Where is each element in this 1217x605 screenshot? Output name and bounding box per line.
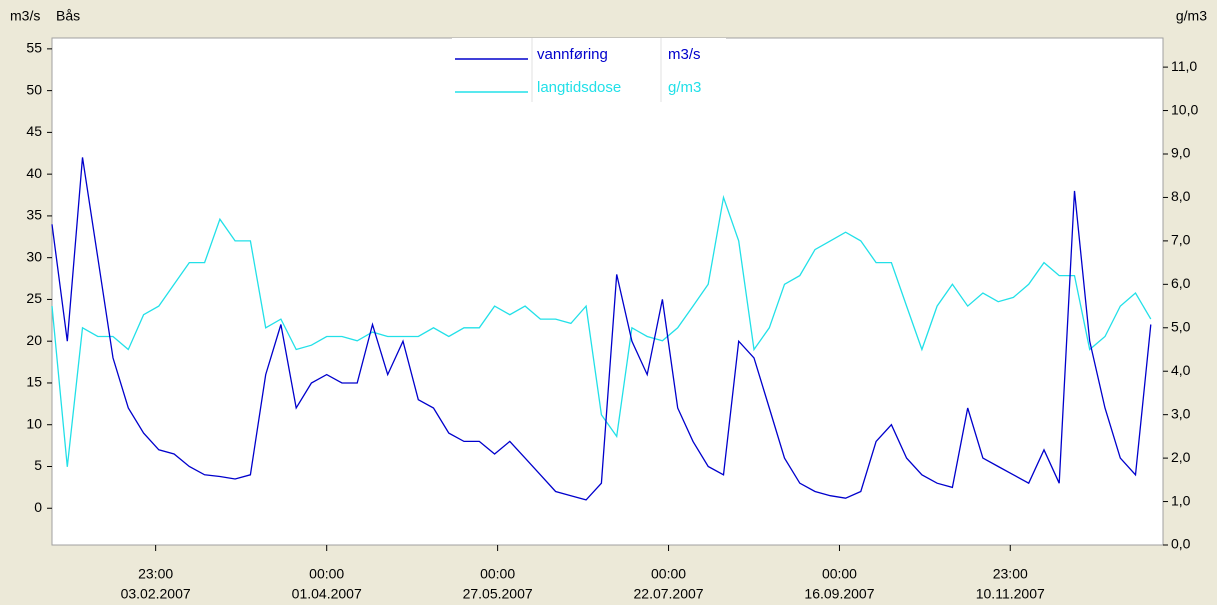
x-tick-label: 00:00: [480, 566, 515, 582]
y2-tick-label: 8,0: [1171, 188, 1191, 204]
y-tick-label: 45: [26, 123, 42, 139]
x-tick-label: 23:00: [993, 566, 1028, 582]
x-tick-label: 00:00: [822, 566, 857, 582]
y2-tick-label: 11,0: [1171, 58, 1197, 74]
y2-tick-label: 6,0: [1171, 275, 1191, 291]
x-tick-label: 10.11.2007: [976, 586, 1045, 602]
series-line: [51, 194, 1152, 467]
y2-tick-label: 2,0: [1171, 449, 1191, 465]
y-tick-label: 35: [26, 207, 42, 223]
x-tick-label: 23:00: [138, 566, 173, 582]
y-tick-label: 20: [26, 332, 42, 348]
plot-area: [51, 37, 1164, 546]
y2-tick-label: 3,0: [1171, 405, 1191, 421]
legend-unit: m3/s: [668, 46, 701, 63]
y-axis-label: m3/s: [10, 8, 40, 24]
y2-tick-label: 9,0: [1171, 145, 1191, 161]
legend-label: vannføring: [537, 46, 608, 63]
series-line: [51, 157, 1152, 501]
x-tick-label: 00:00: [651, 566, 686, 582]
y-tick-label: 50: [26, 81, 42, 97]
legend-unit: g/m3: [668, 79, 701, 96]
y2-axis-label: g/m3: [1176, 8, 1207, 24]
y-tick-label: 30: [26, 248, 42, 264]
y-tick-label: 40: [26, 165, 42, 181]
station-label: Bås: [56, 8, 80, 24]
y-tick-label: 15: [26, 374, 42, 390]
y-tick-label: 5: [34, 457, 42, 473]
x-tick-label: 01.04.2007: [292, 586, 362, 602]
y2-tick-label: 10,0: [1171, 101, 1198, 117]
y2-tick-label: 4,0: [1171, 362, 1191, 378]
legend-label: langtidsdose: [537, 79, 621, 96]
y2-tick-label: 1,0: [1171, 492, 1191, 508]
x-tick-label: 03.02.2007: [121, 586, 191, 602]
x-tick-label: 16.09.2007: [804, 586, 874, 602]
x-tick-label: 00:00: [309, 566, 344, 582]
x-tick-label: 22.07.2007: [634, 586, 704, 602]
y-tick-label: 25: [26, 290, 42, 306]
y-tick-label: 10: [26, 415, 42, 431]
y2-tick-label: 5,0: [1171, 318, 1191, 334]
y2-tick-label: 7,0: [1171, 232, 1191, 248]
y-tick-label: 0: [34, 499, 42, 515]
x-tick-label: 27.05.2007: [463, 586, 533, 602]
y2-tick-label: 0,0: [1171, 536, 1191, 552]
y-tick-label: 55: [26, 40, 42, 56]
